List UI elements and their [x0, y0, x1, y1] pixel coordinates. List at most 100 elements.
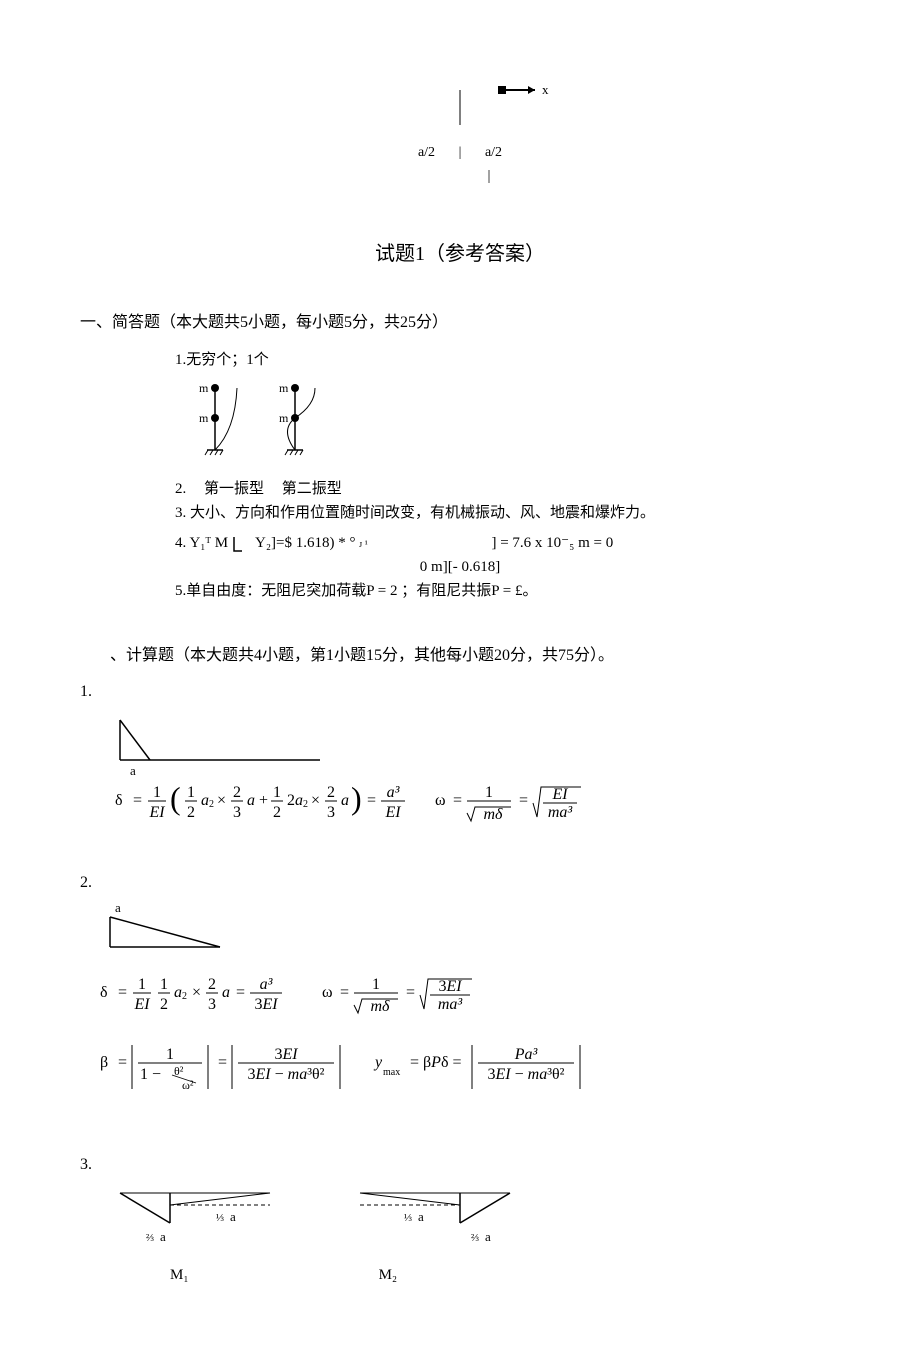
mode-labels: 2. 第一振型 第二振型 [175, 477, 840, 501]
svg-text:ω²: ω² [182, 1078, 194, 1092]
svg-text:×: × [217, 792, 226, 809]
svg-text:2: 2 [208, 976, 216, 993]
svg-text:y: y [373, 1054, 383, 1071]
svg-text:2: 2 [303, 799, 308, 810]
mode-shapes-svg: m m m m [175, 380, 375, 465]
svg-text:a: a [485, 1229, 491, 1244]
mode1-label: 第一振型 [204, 481, 264, 497]
svg-text:mδ: mδ [371, 998, 391, 1015]
svg-text:ω: ω [322, 984, 333, 1001]
svg-text:max: max [383, 1067, 400, 1078]
mode-shape-figures: m m m m [175, 380, 840, 473]
item-3: 3. 大小、方向和作用位置随时间改变，有机械振动、风、地震和爆炸力。 [175, 501, 840, 525]
svg-text:=: = [406, 984, 415, 1001]
svg-text:a³: a³ [387, 784, 400, 801]
svg-text:=: = [453, 792, 462, 809]
svg-text:×: × [311, 792, 320, 809]
svg-text:2: 2 [287, 792, 295, 809]
calc-1-figure-equation: a δ = 1 EI ( 1 2 a 2 × 2 3 a + [100, 710, 800, 840]
svg-text:=: = [236, 984, 245, 1001]
item-4: 4. Y₁ᵀ M Y₂]=$ 1.618) * ° ᴊ ¹ ] = 7.6 x … [175, 531, 840, 555]
x-axis-label: x [542, 82, 549, 97]
top-dimension-labels: a/2 | a/2 [80, 142, 840, 164]
svg-text:=: = [133, 792, 142, 809]
svg-text:): ) [351, 780, 362, 816]
svg-text:a: a [230, 1209, 236, 1224]
svg-text:+: + [259, 792, 268, 809]
svg-text:EI: EI [148, 804, 165, 821]
mode-label-prefix: 2. [175, 481, 186, 497]
svg-text:⅓: ⅓ [216, 1212, 224, 1224]
svg-text:2: 2 [187, 804, 195, 821]
mode2-label: 第二振型 [282, 481, 342, 497]
svg-text:EI: EI [551, 786, 568, 803]
item4-right: ] = 7.6 x 10⁻₅ m = 0 [491, 535, 613, 551]
svg-text:a: a [160, 1229, 166, 1244]
svg-text:β: β [100, 1054, 108, 1071]
section2-heading: 、计算题（本大题共4小题，第1小题15分，其他每小题20分，共75分）。 [110, 643, 840, 669]
item-5: 5.单自由度：无阻尼突加荷载P = 2 ；有阻尼共振P = £。 [175, 579, 840, 603]
svg-text:3: 3 [233, 804, 241, 821]
section-1: 一、简答题（本大题共5小题，每小题5分，共25分） 1.无穷个；1个 m m [80, 310, 840, 603]
svg-text:1: 1 [153, 784, 161, 801]
svg-text:mδ: mδ [484, 806, 504, 823]
svg-text:3EI: 3EI [438, 978, 462, 995]
calc-item-2: 2. a δ = 1 EI 1 2 a 2 × 2 [80, 870, 840, 1122]
svg-text:m: m [199, 411, 209, 425]
svg-text:=: = [118, 1054, 127, 1071]
svg-text:3EI: 3EI [274, 1046, 298, 1063]
svg-text:(: ( [170, 780, 181, 816]
svg-text:ma³: ma³ [548, 804, 573, 821]
bracket-icon [232, 535, 252, 553]
svg-text:a³: a³ [260, 976, 273, 993]
svg-text:2: 2 [273, 804, 281, 821]
svg-text:a: a [247, 792, 255, 809]
item4-line2: 0 m][- 0.618] [80, 555, 840, 579]
m2-label: M₂ [379, 1263, 398, 1287]
svg-text:3EI: 3EI [254, 996, 278, 1013]
svg-text:2: 2 [160, 996, 168, 1013]
svg-text:=: = [118, 984, 127, 1001]
svg-text:⅓: ⅓ [404, 1212, 412, 1224]
svg-text:3: 3 [327, 804, 335, 821]
svg-text:m: m [279, 381, 289, 395]
top-figure: x a/2 | a/2 | [80, 80, 840, 188]
svg-text:a: a [418, 1209, 424, 1224]
calc-1-number: 1. [80, 679, 840, 705]
svg-text:ω: ω [435, 792, 446, 809]
svg-text:a: a [115, 902, 121, 915]
moment-labels: M₁ M₂ [120, 1263, 840, 1287]
left-dim: a/2 [402, 142, 452, 164]
section1-heading: 一、简答题（本大题共5小题，每小题5分，共25分） [80, 310, 840, 336]
svg-text:1: 1 [187, 784, 195, 801]
calc-2-number: 2. [80, 870, 840, 896]
svg-text:a: a [341, 792, 349, 809]
svg-text:2: 2 [233, 784, 241, 801]
svg-text:ma³: ma³ [438, 996, 463, 1013]
svg-text:Pa³: Pa³ [514, 1046, 538, 1063]
calc-item-3: 3. ⅔ a ⅓ a ⅓ a [80, 1152, 840, 1288]
svg-text:EI: EI [133, 996, 150, 1013]
calc-item-1: 1. a δ = 1 EI ( 1 2 a [80, 679, 840, 841]
svg-text:=: = [519, 792, 528, 809]
main-title: 试题1（参考答案） [80, 238, 840, 270]
section-2: 、计算题（本大题共4小题，第1小题15分，其他每小题20分，共75分）。 1. … [80, 643, 840, 1287]
m1-label: M₁ [170, 1263, 189, 1287]
svg-text:a: a [130, 763, 136, 778]
item-1: 1.无穷个；1个 [175, 348, 840, 372]
calc-3-moment-diagrams: ⅔ a ⅓ a ⅓ a ⅔ a [100, 1183, 700, 1263]
item4-mid: Y₂]=$ 1.618) * ° [255, 535, 356, 551]
svg-text:⅔: ⅔ [146, 1232, 154, 1244]
top-figure-svg: x [360, 80, 560, 130]
svg-text:a: a [174, 984, 182, 1001]
svg-text:1: 1 [372, 976, 380, 993]
svg-text:m: m [279, 411, 289, 425]
svg-text:a: a [201, 792, 209, 809]
svg-text:2: 2 [182, 991, 187, 1002]
svg-text:a: a [295, 792, 303, 809]
svg-text:=: = [218, 1054, 227, 1071]
svg-text:δ: δ [115, 792, 123, 809]
svg-text:3EI − ma³θ²: 3EI − ma³θ² [488, 1066, 565, 1083]
svg-text:EI: EI [384, 804, 401, 821]
svg-text:1: 1 [138, 976, 146, 993]
